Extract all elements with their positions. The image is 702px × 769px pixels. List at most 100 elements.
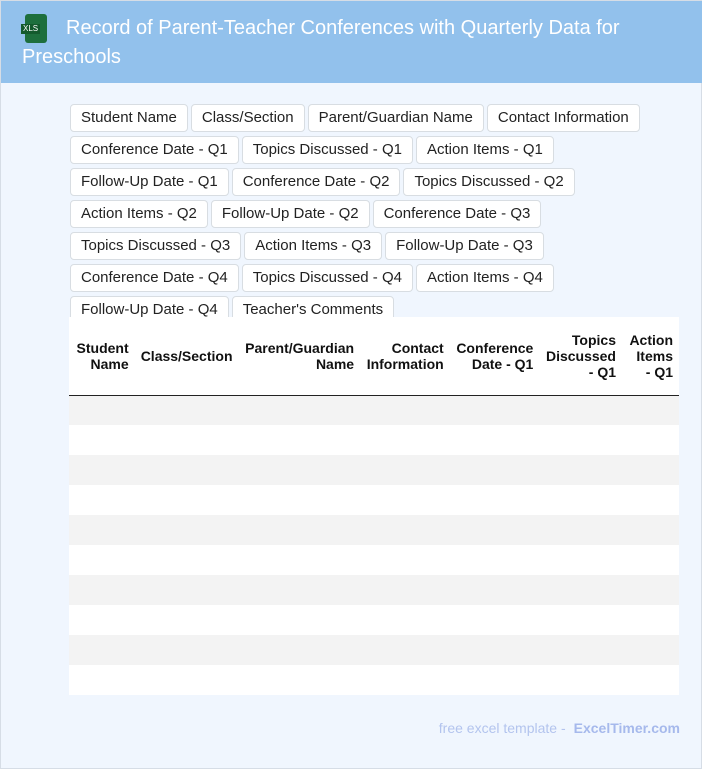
table-cell[interactable] [449, 395, 540, 425]
table-cell[interactable] [238, 635, 361, 665]
table-cell[interactable] [135, 485, 239, 515]
table-cell[interactable] [69, 605, 135, 635]
table-cell[interactable] [69, 485, 135, 515]
column-toggle-button[interactable]: Contact Information [486, 104, 640, 132]
table-cell[interactable] [360, 605, 450, 635]
column-toggle-button[interactable]: Conference Date - Q4 [70, 264, 239, 292]
table-cell[interactable] [69, 545, 135, 575]
table-cell[interactable] [450, 605, 540, 635]
table-row [69, 485, 679, 515]
column-header[interactable]: Conference Date - Q1 [449, 317, 540, 396]
table-cell[interactable] [239, 605, 361, 635]
table-cell[interactable] [539, 485, 622, 515]
table-cell[interactable] [135, 545, 239, 575]
table-cell[interactable] [539, 605, 622, 635]
table-cell[interactable] [134, 395, 239, 425]
table-cell[interactable] [134, 635, 239, 665]
table-cell[interactable] [622, 425, 679, 455]
table-cell[interactable] [449, 455, 540, 485]
table-cell[interactable] [69, 575, 135, 605]
column-toggle-button[interactable]: Conference Date - Q1 [70, 136, 239, 164]
brand-link[interactable]: ExcelTimer.com [573, 720, 680, 736]
column-toggle-button[interactable]: Action Items - Q3 [244, 232, 383, 260]
table-cell[interactable] [622, 515, 679, 545]
table-cell[interactable] [449, 635, 540, 665]
table-cell[interactable] [135, 425, 239, 455]
table-cell[interactable] [360, 665, 450, 695]
column-toggle-button[interactable]: Conference Date - Q3 [372, 200, 542, 228]
table-cell[interactable] [450, 485, 540, 515]
table-cell[interactable] [539, 455, 622, 485]
table-cell[interactable] [360, 485, 450, 515]
column-toggle-button[interactable]: Class/Section [190, 104, 305, 132]
table-cell[interactable] [622, 455, 679, 485]
column-toggle-button[interactable]: Action Items - Q1 [415, 136, 554, 164]
column-toggle-button[interactable]: Parent/Guardian Name [307, 104, 484, 132]
column-toggle-button[interactable]: Action Items - Q2 [70, 200, 208, 228]
table-row [69, 575, 679, 605]
column-toggle-button[interactable]: Follow-Up Date - Q3 [385, 232, 544, 260]
column-toggle-button[interactable]: Follow-Up Date - Q1 [70, 168, 229, 196]
column-toggle-button[interactable]: Topics Discussed - Q1 [241, 136, 413, 164]
column-toggle-button[interactable]: Student Name [70, 104, 188, 132]
table-cell[interactable] [622, 395, 679, 425]
table-cell[interactable] [450, 425, 540, 455]
table-cell[interactable] [539, 665, 622, 695]
column-toggle-button[interactable]: Action Items - Q4 [415, 264, 554, 292]
column-header[interactable]: Class/Section [134, 317, 239, 396]
table-cell[interactable] [238, 395, 361, 425]
table-cell[interactable] [238, 575, 361, 605]
column-header[interactable]: Topics Discussed - Q1 [539, 317, 622, 396]
table-cell[interactable] [450, 665, 540, 695]
table-cell[interactable] [238, 455, 361, 485]
table-cell[interactable] [239, 485, 361, 515]
table-cell[interactable] [539, 545, 622, 575]
table-cell[interactable] [539, 425, 622, 455]
table-cell[interactable] [69, 515, 135, 545]
table-cell[interactable] [360, 545, 450, 575]
table-cell[interactable] [360, 515, 450, 545]
table-cell[interactable] [239, 665, 361, 695]
table-cell[interactable] [69, 635, 135, 665]
table-cell[interactable] [449, 515, 540, 545]
table-cell[interactable] [450, 545, 540, 575]
table-cell[interactable] [622, 635, 679, 665]
column-toggle-button[interactable]: Conference Date - Q2 [231, 168, 401, 196]
table-cell[interactable] [622, 485, 679, 515]
table-cell[interactable] [69, 425, 135, 455]
table-cell[interactable] [69, 455, 135, 485]
table-cell[interactable] [622, 605, 679, 635]
table-cell[interactable] [360, 395, 450, 425]
table-cell[interactable] [134, 515, 239, 545]
table-cell[interactable] [539, 395, 622, 425]
column-toggle-button[interactable]: Topics Discussed - Q2 [403, 168, 575, 196]
table-cell[interactable] [622, 665, 679, 695]
column-header[interactable]: Contact Information [360, 317, 450, 396]
table-cell[interactable] [239, 545, 361, 575]
column-header[interactable]: Student Name [69, 317, 135, 396]
table-cell[interactable] [360, 575, 450, 605]
table-cell[interactable] [539, 635, 622, 665]
table-cell[interactable] [360, 635, 450, 665]
table-cell[interactable] [360, 455, 450, 485]
table-cell[interactable] [622, 545, 679, 575]
column-toggle-button[interactable]: Topics Discussed - Q3 [70, 232, 242, 260]
table-cell[interactable] [239, 425, 361, 455]
table-cell[interactable] [134, 575, 239, 605]
table-cell[interactable] [449, 575, 540, 605]
table-cell[interactable] [69, 665, 135, 695]
table-cell[interactable] [135, 605, 239, 635]
column-toggle-button[interactable]: Topics Discussed - Q4 [241, 264, 413, 292]
table-cell[interactable] [69, 395, 135, 425]
table-cell[interactable] [539, 515, 622, 545]
table-cell[interactable] [135, 665, 239, 695]
column-toggle-button[interactable]: Follow-Up Date - Q2 [210, 200, 370, 228]
data-table[interactable]: Student Name Class/Section Parent/Guardian… [69, 317, 679, 695]
table-cell[interactable] [238, 515, 361, 545]
column-header[interactable]: Action Items - Q1 [622, 317, 679, 396]
column-header[interactable]: Parent/Guardian Name [238, 317, 361, 396]
table-cell[interactable] [134, 455, 239, 485]
table-cell[interactable] [360, 425, 450, 455]
table-cell[interactable] [539, 575, 622, 605]
table-cell[interactable] [622, 575, 679, 605]
